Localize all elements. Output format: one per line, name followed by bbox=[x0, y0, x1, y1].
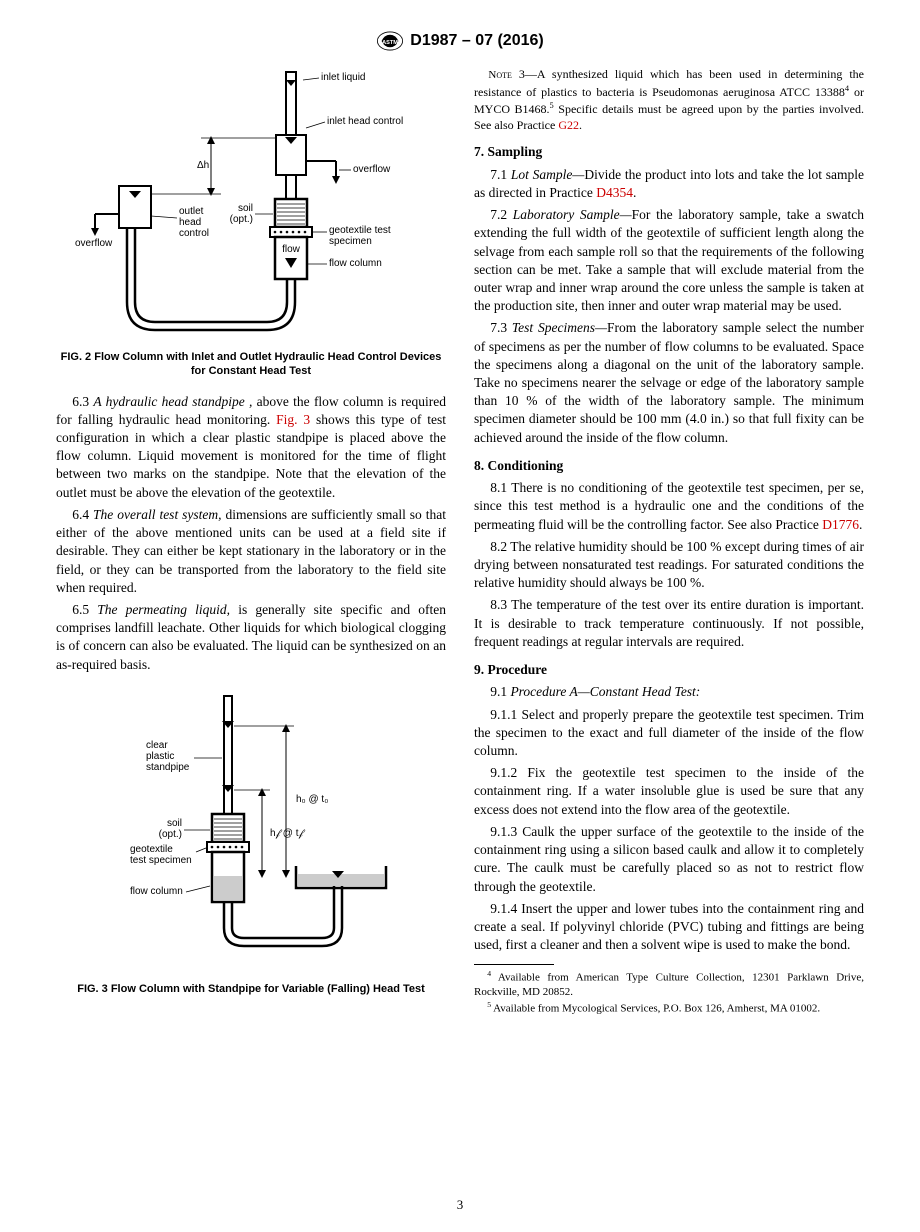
svg-text:control: control bbox=[179, 228, 209, 239]
para-8-3: 8.3 The temperature of the test over its… bbox=[474, 596, 864, 651]
svg-text:head: head bbox=[179, 217, 201, 228]
two-column-layout: flow inlet liquid bbox=[56, 66, 864, 1016]
page-number: 3 bbox=[0, 1196, 920, 1214]
section-8-heading: 8. Conditioning bbox=[474, 457, 864, 475]
footnote-rule bbox=[474, 964, 554, 965]
astm-logo-icon: ASTM bbox=[376, 30, 404, 52]
para-7-1: 7.1 Lot Sample—Divide the product into l… bbox=[474, 166, 864, 202]
svg-text:ASTM: ASTM bbox=[382, 40, 398, 46]
figure-2: flow inlet liquid bbox=[56, 66, 446, 379]
svg-text:h𝒻 @ t𝒻: h𝒻 @ t𝒻 bbox=[270, 828, 306, 839]
para-6-4: 6.4 The overall test system, dimensions … bbox=[56, 506, 446, 597]
left-column: flow inlet liquid bbox=[56, 66, 446, 1016]
svg-text:Δh: Δh bbox=[197, 160, 209, 171]
para-8-1: 8.1 There is no conditioning of the geot… bbox=[474, 479, 864, 534]
svg-text:outlet: outlet bbox=[179, 206, 204, 217]
para-7-3: 7.3 Test Specimens—From the laboratory s… bbox=[474, 319, 864, 447]
right-column: Note 3—A synthesized liquid which has be… bbox=[474, 66, 864, 1016]
para-9-1-2: 9.1.2 Fix the geotextile test specimen t… bbox=[474, 764, 864, 819]
para-9-1: 9.1 Procedure A—Constant Head Test: bbox=[474, 683, 864, 701]
link-g22[interactable]: G22 bbox=[558, 118, 579, 132]
svg-text:standpipe: standpipe bbox=[146, 762, 190, 773]
svg-text:(opt.): (opt.) bbox=[230, 214, 253, 225]
svg-text:soil: soil bbox=[167, 818, 182, 829]
svg-text:overflow: overflow bbox=[75, 238, 113, 249]
link-fig-3[interactable]: Fig. 3 bbox=[276, 412, 310, 427]
page-header: ASTM D1987 – 07 (2016) bbox=[56, 30, 864, 52]
para-7-2: 7.2 Laboratory Sample—For the laboratory… bbox=[474, 206, 864, 315]
footnote-4: 4 Available from American Type Culture C… bbox=[474, 969, 864, 999]
designation-text: D1987 – 07 (2016) bbox=[410, 30, 543, 52]
para-9-1-3: 9.1.3 Caulk the upper surface of the geo… bbox=[474, 823, 864, 896]
section-7-heading: 7. Sampling bbox=[474, 143, 864, 161]
svg-text:geotextile: geotextile bbox=[130, 844, 173, 855]
svg-text:clear: clear bbox=[146, 740, 168, 751]
svg-text:overflow: overflow bbox=[353, 164, 391, 175]
svg-text:flow column: flow column bbox=[130, 886, 183, 897]
svg-text:test specimen: test specimen bbox=[130, 855, 192, 866]
figure-3: clear plastic standpipe soil (opt.) geot… bbox=[56, 688, 446, 996]
para-8-2: 8.2 The relative humidity should be 100 … bbox=[474, 538, 864, 593]
svg-text:flow: flow bbox=[282, 244, 301, 255]
svg-text:inlet head control: inlet head control bbox=[327, 116, 403, 127]
svg-text:specimen: specimen bbox=[329, 236, 372, 247]
para-9-1-4: 9.1.4 Insert the upper and lower tubes i… bbox=[474, 900, 864, 955]
svg-text:flow column: flow column bbox=[329, 258, 382, 269]
svg-text:plastic: plastic bbox=[146, 751, 174, 762]
figure-3-caption: FIG. 3 Flow Column with Standpipe for Va… bbox=[56, 982, 446, 996]
para-6-5: 6.5 The permeating liquid, is generally … bbox=[56, 601, 446, 674]
link-d4354[interactable]: D4354 bbox=[596, 185, 633, 200]
svg-text:(opt.): (opt.) bbox=[159, 829, 182, 840]
note-3: Note 3—A synthesized liquid which has be… bbox=[474, 66, 864, 133]
footnote-5: 5 Available from Mycological Services, P… bbox=[474, 1000, 864, 1016]
figure-2-caption: FIG. 2 Flow Column with Inlet and Outlet… bbox=[56, 350, 446, 379]
link-d1776[interactable]: D1776 bbox=[822, 517, 859, 532]
para-9-1-1: 9.1.1 Select and properly prepare the ge… bbox=[474, 706, 864, 761]
svg-text:inlet liquid: inlet liquid bbox=[321, 72, 365, 83]
svg-text:geotextile test: geotextile test bbox=[329, 225, 391, 236]
section-9-heading: 9. Procedure bbox=[474, 661, 864, 679]
svg-text:h₀ @ t₀: h₀ @ t₀ bbox=[296, 794, 328, 805]
svg-text:soil: soil bbox=[238, 203, 253, 214]
para-6-3: 6.3 A hydraulic head standpipe , above t… bbox=[56, 393, 446, 502]
